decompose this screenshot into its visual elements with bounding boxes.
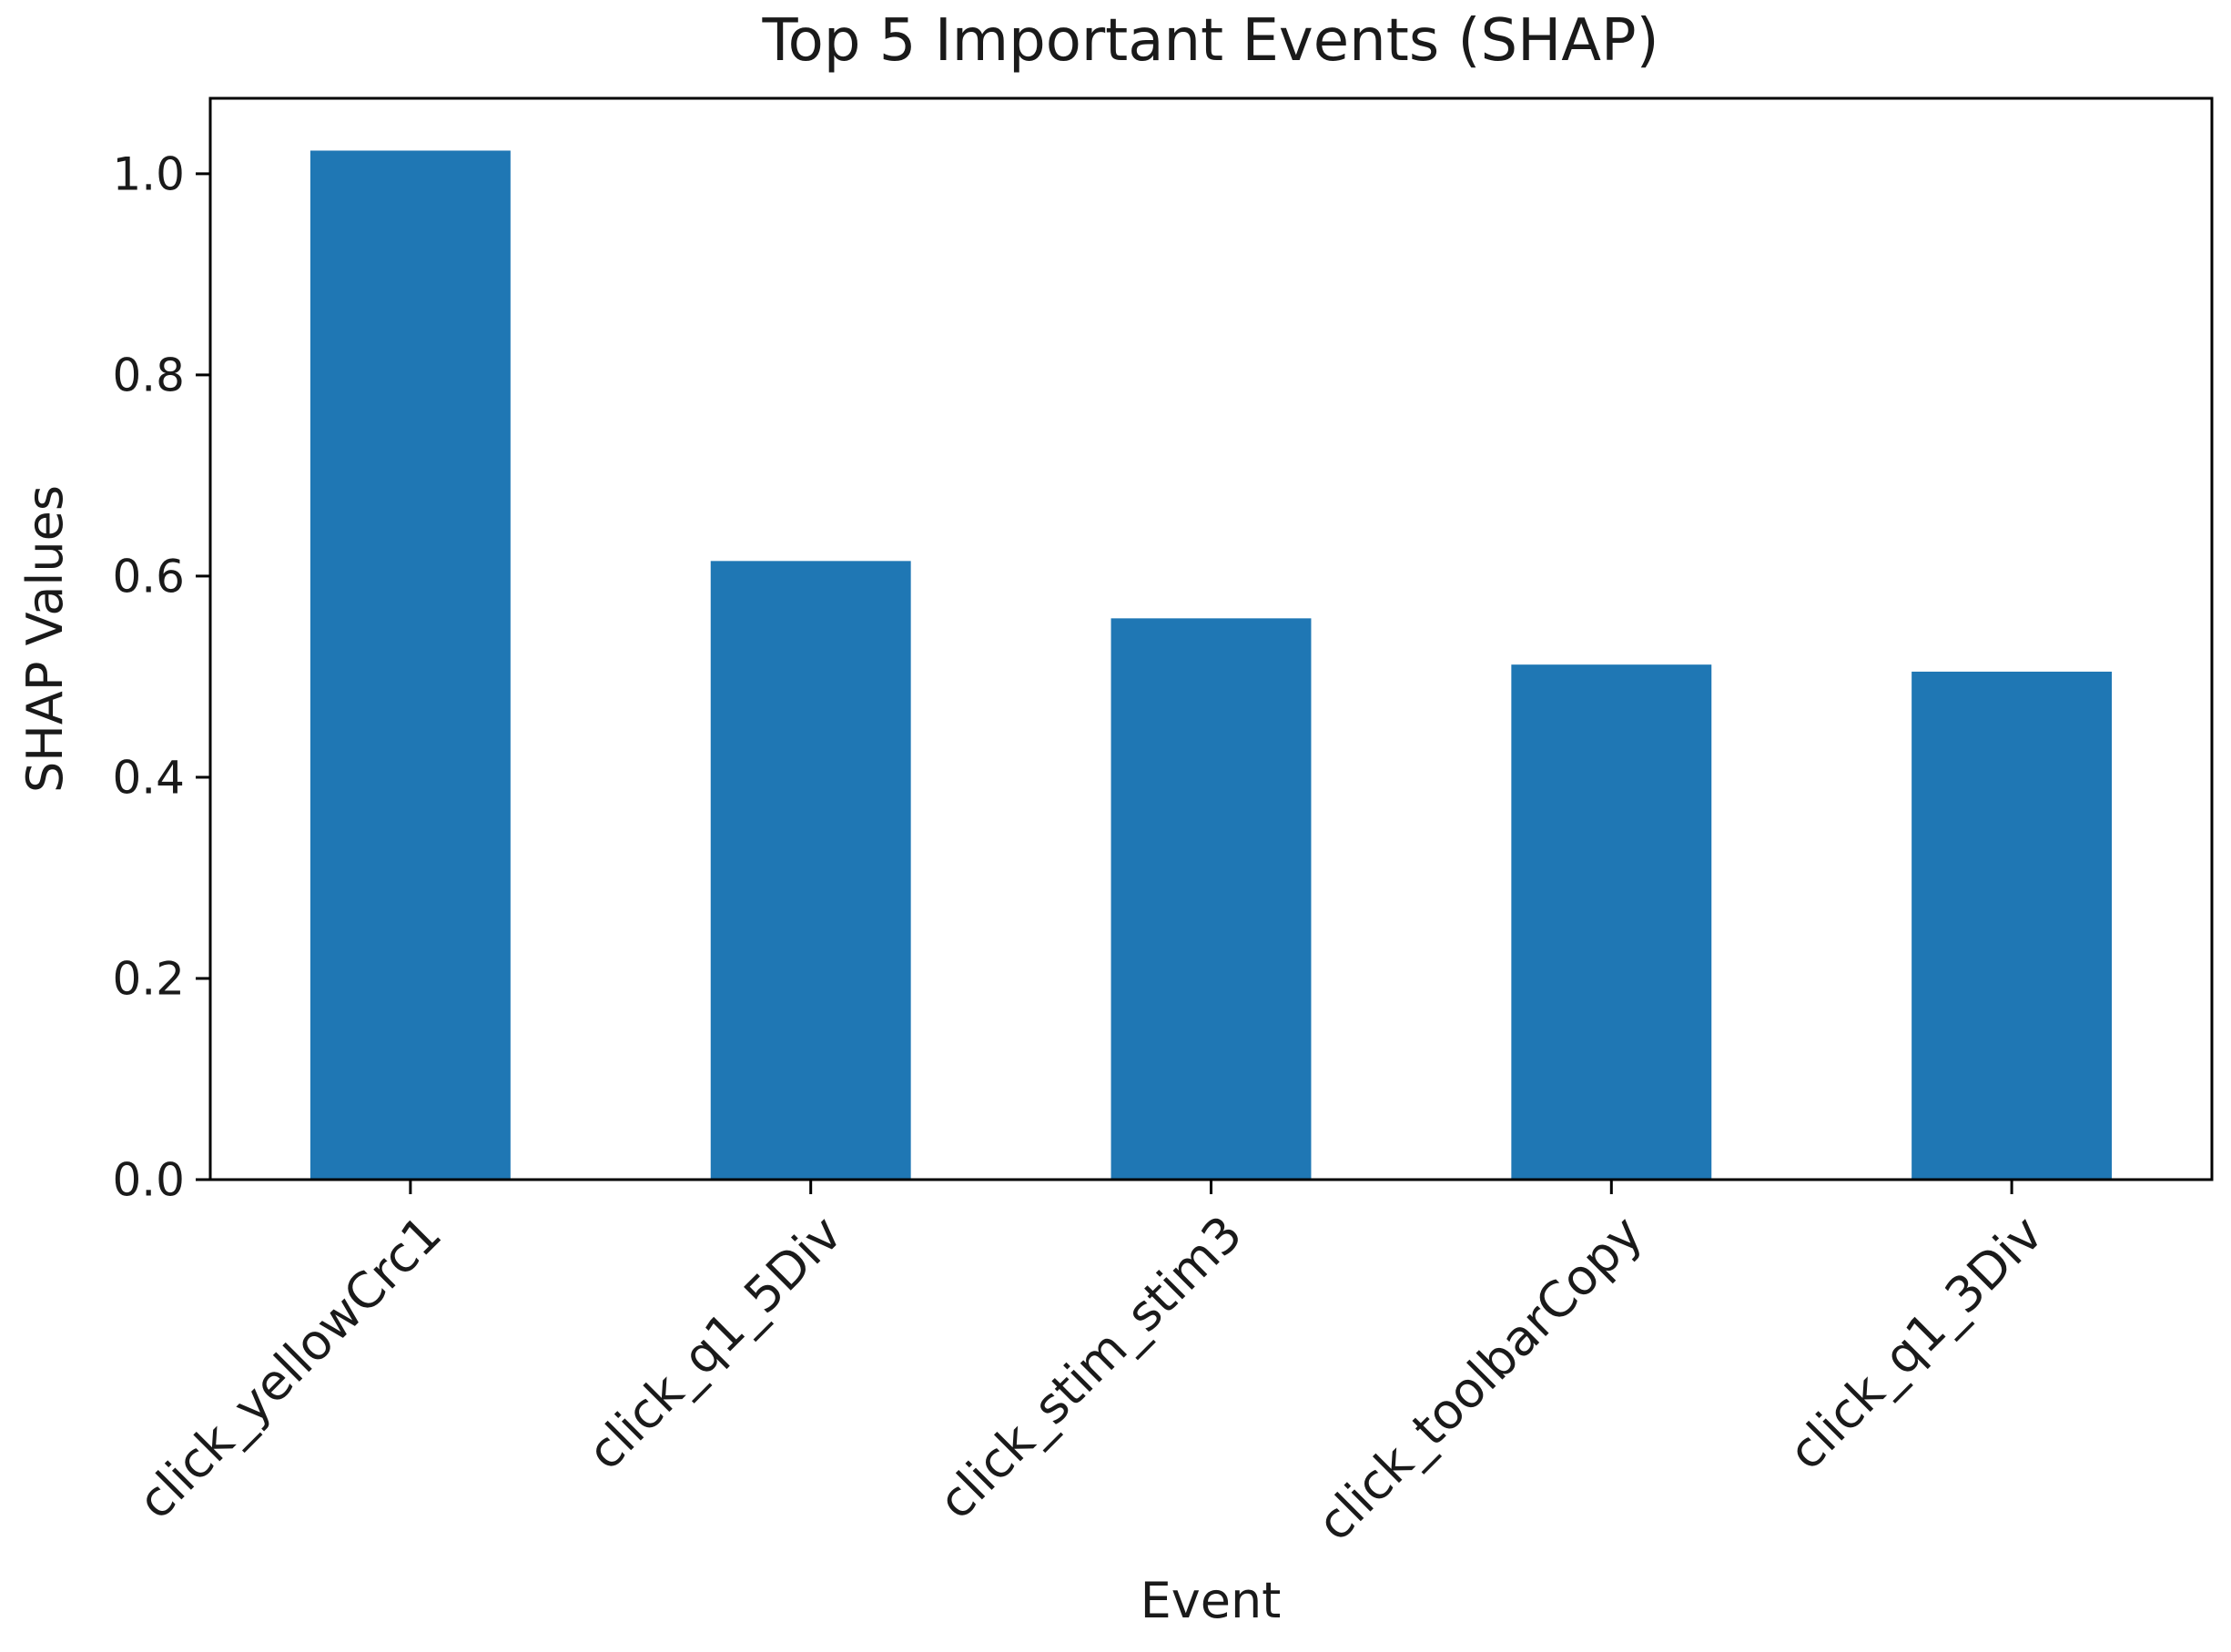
y-tick-label: 0.0 (112, 1154, 185, 1207)
y-tick-label: 0.2 (112, 952, 185, 1005)
y-axis-label: SHAP Values (16, 485, 74, 793)
bars-layer (309, 150, 2113, 1180)
bar-click_q1_5Div (710, 561, 911, 1180)
x-tick-label: click_q1_3Div (1778, 1205, 2054, 1481)
x-axis-label: Event (1141, 1572, 1282, 1629)
chart-title: Top 5 Important Events (SHAP) (761, 7, 1658, 75)
x-tick-label: click_toolbarCopy (1306, 1205, 1653, 1552)
y-tick-label: 0.6 (112, 550, 185, 603)
bar-click_toolbarCopy (1511, 664, 1712, 1180)
x-tick-label: click_stim_stim3 (928, 1205, 1253, 1531)
y-tick-label: 0.8 (112, 349, 185, 401)
y-axis-ticks: 0.0 0.2 0.4 0.6 0.8 1.0 (112, 147, 210, 1207)
bar-click_q1_3Div (1912, 671, 2113, 1180)
x-tick-label: click_q1_5Div (576, 1205, 852, 1481)
bar-click_yellowCrc1 (309, 150, 511, 1180)
y-tick-label: 1.0 (112, 147, 185, 200)
x-tick-label: click_yellowCrc1 (127, 1205, 452, 1531)
y-tick-label: 0.4 (112, 751, 185, 804)
x-axis-ticks: click_yellowCrc1 click_q1_5Div click_stim_… (127, 1180, 2054, 1552)
bar-click_stim_stim3 (1110, 618, 1312, 1180)
plot-frame (208, 96, 2214, 1181)
